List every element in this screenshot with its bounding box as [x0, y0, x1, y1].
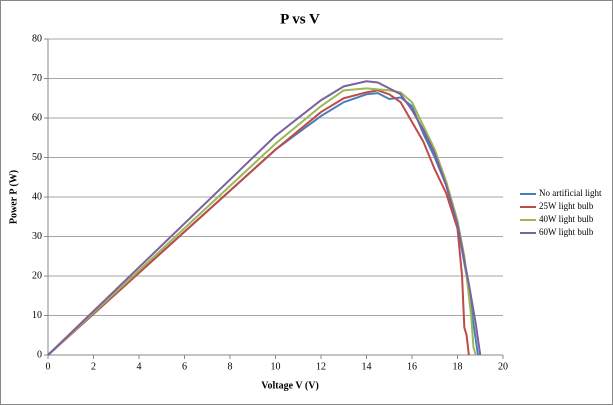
- series-line: [47, 87, 477, 356]
- x-tick-label: 16: [407, 361, 417, 372]
- x-tick-label: 10: [271, 361, 281, 372]
- legend-label: 25W light bulb: [539, 201, 594, 211]
- series-line: [47, 80, 482, 356]
- legend-label: No artificial light: [539, 188, 602, 198]
- y-tick-label: 80: [32, 33, 42, 44]
- x-tick-label: 0: [46, 361, 51, 372]
- y-tick-label: 30: [32, 231, 42, 242]
- y-tick-label: 20: [32, 270, 42, 281]
- series-line: [47, 89, 470, 356]
- y-axis-label: Power P (W): [8, 170, 19, 224]
- y-tick-label: 10: [32, 310, 42, 321]
- y-tick-label: 60: [32, 112, 42, 123]
- x-tick-label: 18: [453, 361, 463, 372]
- y-tick-label: 0: [37, 349, 42, 360]
- x-tick-label: 4: [137, 361, 142, 372]
- x-tick-label: 12: [316, 361, 326, 372]
- legend-label: 40W light bulb: [539, 214, 594, 224]
- y-tick-label: 40: [32, 191, 42, 202]
- y-tick-label: 50: [32, 152, 42, 163]
- x-tick-label: 6: [182, 361, 187, 372]
- chart-title: P vs V: [280, 11, 320, 27]
- y-tick-label: 70: [32, 73, 42, 84]
- legend-label: 60W light bulb: [539, 227, 594, 237]
- x-tick-label: 8: [228, 361, 233, 372]
- x-tick-label: 2: [91, 361, 96, 372]
- x-axis-label: Voltage V (V): [261, 380, 319, 391]
- x-tick-label: 20: [498, 361, 508, 372]
- x-tick-label: 14: [362, 361, 372, 372]
